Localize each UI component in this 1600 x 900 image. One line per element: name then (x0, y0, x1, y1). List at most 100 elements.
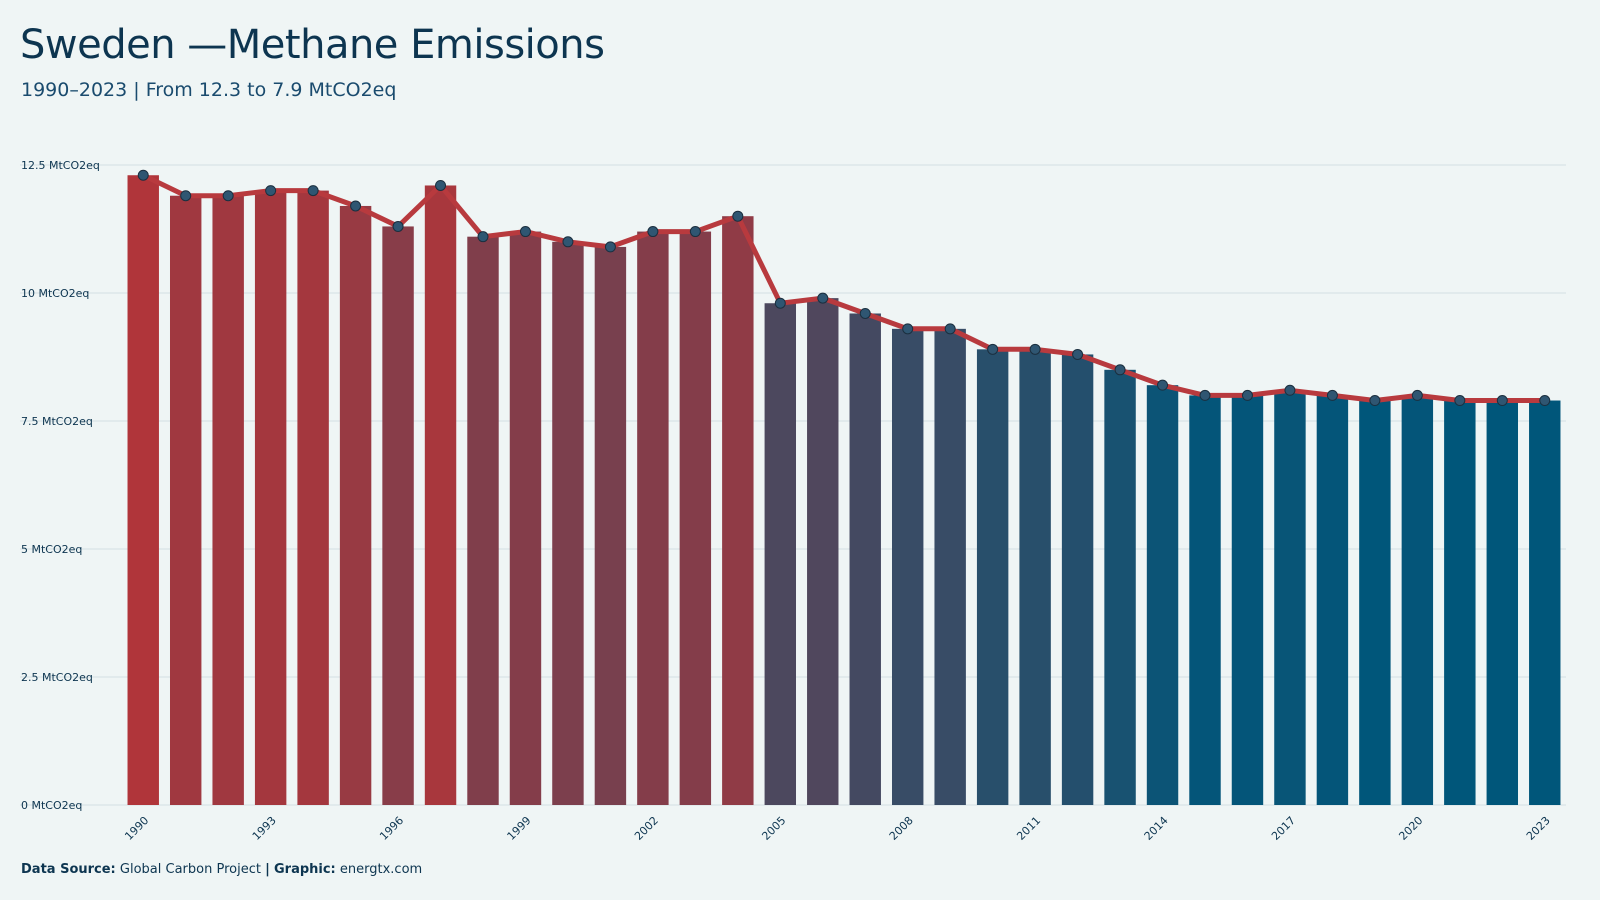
data-point (265, 185, 277, 197)
data-point (859, 307, 871, 319)
bar (509, 231, 542, 805)
data-point (1539, 395, 1551, 407)
bar (1146, 385, 1179, 805)
bar (424, 185, 457, 806)
x-tick-label: 1993 (250, 814, 279, 843)
x-tick-label: 2005 (759, 814, 788, 843)
data-point (180, 190, 192, 202)
data-point (604, 241, 616, 253)
data-point (1454, 395, 1466, 407)
source-label: Data Source: (21, 862, 116, 877)
y-tick-label: 0 MtCO2eq (21, 799, 82, 812)
x-tick-label: 2017 (1269, 814, 1298, 843)
bar (1401, 395, 1434, 805)
bar (212, 195, 244, 806)
data-point (1496, 395, 1508, 407)
data-point (1326, 389, 1338, 401)
data-point (1369, 395, 1381, 407)
trend-line (140, 172, 1548, 403)
y-axis-labels: 0 MtCO2eq 2.5 MtCO2eq 5 MtCO2eq 7.5 MtCO2eq… (21, 159, 100, 812)
data-point (944, 323, 956, 335)
bar (169, 195, 202, 806)
x-tick-label: 2023 (1524, 814, 1553, 843)
source-value: Global Carbon Project (119, 862, 261, 877)
footer-credits: Data Source: Global Carbon Project | Gra… (21, 862, 422, 877)
bar (1061, 354, 1094, 805)
bar (1104, 369, 1136, 805)
bar (1019, 349, 1051, 805)
chart-title: Sweden —Methane Emissions (20, 22, 605, 68)
bar (297, 190, 329, 806)
data-point (1199, 389, 1211, 401)
y-tick-label: 7.5 MtCO2eq (21, 415, 93, 428)
y-tick-label: 12.5 MtCO2eq (21, 159, 100, 172)
bar (1189, 395, 1221, 805)
data-point (817, 292, 829, 304)
data-point (350, 200, 362, 212)
bar (339, 205, 372, 805)
data-point (222, 190, 234, 202)
x-tick-label: 2002 (632, 814, 661, 843)
data-point (1029, 343, 1041, 355)
trend-line-path (140, 172, 1548, 403)
x-tick-label: 2011 (1014, 814, 1043, 843)
data-point (1284, 384, 1296, 396)
data-point (1114, 364, 1126, 376)
bar (934, 328, 966, 805)
bar (382, 226, 414, 805)
bar (1486, 400, 1519, 805)
bar (764, 303, 797, 805)
y-tick-label: 5 MtCO2eq (21, 543, 82, 556)
data-point (1072, 348, 1084, 360)
bar (722, 216, 754, 805)
bars (127, 175, 1561, 806)
data-point (902, 323, 914, 335)
data-point (689, 226, 701, 238)
trend-points (137, 169, 1551, 407)
data-point (1241, 389, 1253, 401)
data-point (647, 226, 659, 238)
data-point (392, 220, 404, 232)
x-axis-labels: 1990 1993 1996 1999 2002 2005 2008 2011 2014 2017… (122, 814, 1553, 843)
bar (679, 231, 712, 805)
graphic-value: energtx.com (339, 862, 423, 877)
bar (594, 246, 627, 806)
data-point (519, 226, 531, 238)
graphic-label: Graphic: (273, 862, 336, 877)
bar (552, 241, 584, 806)
x-tick-label: 1990 (122, 814, 151, 843)
bar (1316, 395, 1349, 805)
bar (467, 236, 499, 805)
x-tick-label: 2008 (887, 814, 916, 843)
data-point (774, 297, 786, 309)
data-point (1157, 379, 1169, 391)
x-tick-label: 2014 (1142, 814, 1171, 843)
bar (127, 175, 159, 806)
x-tick-label: 2020 (1396, 814, 1425, 843)
data-point (987, 343, 999, 355)
data-point (1411, 389, 1423, 401)
bar (1529, 400, 1561, 805)
y-tick-label: 2.5 MtCO2eq (21, 671, 93, 684)
data-point (477, 231, 489, 243)
data-point (137, 169, 149, 181)
data-point (435, 179, 447, 191)
bar (1274, 390, 1306, 805)
bar (1444, 400, 1476, 805)
data-point (562, 236, 574, 248)
bar (254, 190, 287, 806)
bar (807, 298, 839, 805)
bar (849, 313, 881, 805)
data-point (732, 210, 744, 222)
data-point (307, 185, 319, 197)
bar (1359, 400, 1391, 805)
bar (891, 328, 924, 805)
bar (637, 231, 669, 805)
y-tick-label: 10 MtCO2eq (21, 287, 89, 300)
bar (1231, 395, 1264, 805)
footer-separator: | (265, 862, 270, 877)
x-tick-label: 1996 (377, 814, 406, 843)
bar (976, 349, 1009, 805)
chart-subtitle: 1990–2023 | From 12.3 to 7.9 MtCO2eq (21, 79, 397, 101)
